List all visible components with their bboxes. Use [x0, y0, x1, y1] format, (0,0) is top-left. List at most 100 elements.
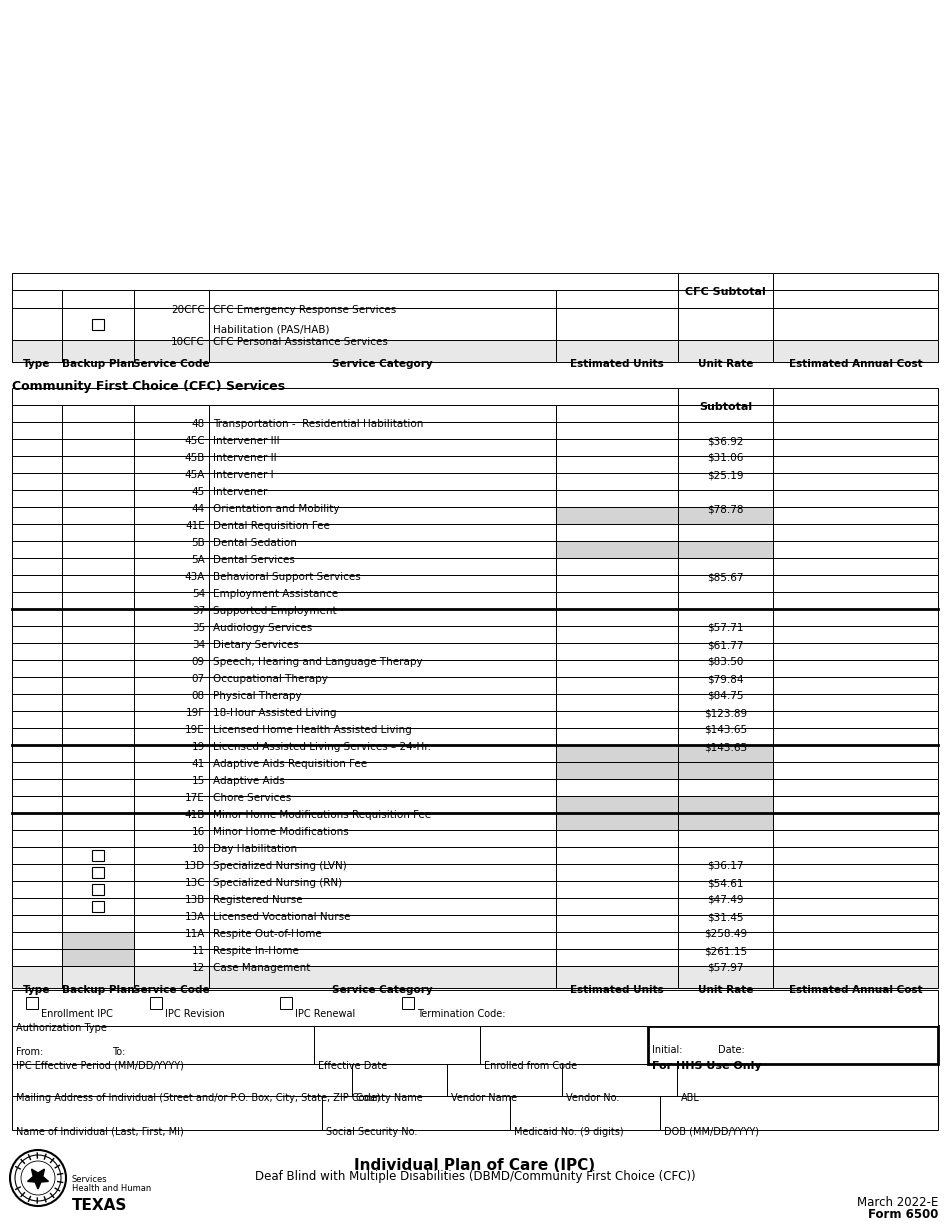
Text: 13D: 13D [183, 861, 205, 871]
Bar [12, 592, 62, 609]
Bar [556, 676, 678, 694]
Bar [62, 661, 134, 676]
Bar [209, 643, 556, 661]
Text: 44: 44 [192, 504, 205, 514]
Bar [773, 541, 938, 558]
Bar [556, 915, 678, 932]
Bar [12, 676, 62, 694]
Bar [556, 745, 678, 763]
Text: Deaf Blind with Multiple Disabilities (DBMD/Community First Choice (CFC)): Deaf Blind with Multiple Disabilities (D… [255, 1170, 695, 1183]
Text: Estimated Units: Estimated Units [570, 985, 664, 995]
Bar [134, 574, 209, 592]
Bar [678, 676, 773, 694]
Bar [209, 439, 556, 456]
Bar [134, 813, 209, 830]
Bar [773, 405, 938, 422]
Bar [402, 998, 414, 1009]
Bar [773, 813, 938, 830]
Bar [678, 273, 773, 290]
Bar [12, 507, 62, 524]
Bar [12, 796, 62, 813]
Text: $36.17: $36.17 [707, 861, 744, 871]
Bar [678, 339, 773, 362]
Text: DOB (MM/DD/YYYY): DOB (MM/DD/YYYY) [664, 1127, 759, 1137]
Bar [12, 1064, 352, 1096]
Text: 54: 54 [192, 589, 205, 599]
Text: Form 6500: Form 6500 [867, 1208, 938, 1221]
Text: $36.92: $36.92 [707, 435, 744, 446]
Bar [134, 439, 209, 456]
Bar [678, 474, 773, 490]
Bar [209, 898, 556, 915]
Bar [773, 422, 938, 439]
Bar [12, 694, 62, 711]
Text: ABL: ABL [681, 1093, 700, 1103]
Bar [678, 915, 773, 932]
Text: 10: 10 [192, 844, 205, 854]
Bar [678, 745, 773, 763]
Bar [12, 387, 678, 405]
Bar [556, 830, 678, 847]
Bar [134, 966, 209, 988]
Bar [678, 609, 773, 626]
Text: Audiology Services: Audiology Services [213, 624, 313, 633]
Bar [556, 490, 678, 507]
Bar [134, 745, 209, 763]
Bar [280, 998, 292, 1009]
Bar [556, 592, 678, 609]
Bar [12, 898, 62, 915]
Bar [773, 308, 938, 339]
Bar [134, 915, 209, 932]
Bar [556, 524, 678, 541]
Text: 07: 07 [192, 674, 205, 684]
Bar [134, 592, 209, 609]
Bar [134, 290, 209, 308]
Bar [12, 308, 62, 339]
Bar [678, 711, 773, 728]
Bar [12, 745, 62, 763]
Text: Day Habilitation: Day Habilitation [213, 844, 297, 854]
Text: Orientation and Mobility: Orientation and Mobility [213, 504, 339, 514]
Bar [209, 763, 556, 779]
Bar [556, 439, 678, 456]
Bar [773, 474, 938, 490]
Text: Respite Out-of-Home: Respite Out-of-Home [213, 929, 322, 938]
Bar [134, 339, 209, 362]
Text: Intervener III: Intervener III [213, 435, 279, 446]
Bar [62, 763, 134, 779]
Bar [12, 661, 62, 676]
Text: Employment Assistance: Employment Assistance [213, 589, 338, 599]
Bar [209, 405, 556, 422]
Bar [134, 950, 209, 966]
Bar [209, 456, 556, 474]
Bar [773, 609, 938, 626]
Bar [62, 932, 134, 950]
Bar [62, 308, 134, 339]
Text: Name of Individual (Last, First, MI): Name of Individual (Last, First, MI) [16, 1127, 183, 1137]
Bar [62, 966, 134, 988]
Bar [773, 439, 938, 456]
Bar [678, 507, 773, 524]
Text: $83.50: $83.50 [708, 657, 744, 667]
Bar [678, 524, 773, 541]
Bar [62, 626, 134, 643]
Bar [12, 422, 62, 439]
Text: $57.97: $57.97 [707, 963, 744, 973]
Bar [556, 763, 678, 779]
Bar [322, 1096, 510, 1130]
Bar [134, 490, 209, 507]
Bar [134, 830, 209, 847]
Text: 12: 12 [192, 963, 205, 973]
Bar [556, 728, 678, 745]
Bar [62, 676, 134, 694]
Text: CFC Personal Assistance Services: CFC Personal Assistance Services [213, 337, 388, 347]
Bar [678, 779, 773, 796]
Text: $85.67: $85.67 [707, 572, 744, 582]
Bar [678, 456, 773, 474]
Text: 37: 37 [192, 606, 205, 616]
Bar [62, 796, 134, 813]
Bar [556, 966, 678, 988]
Bar [62, 830, 134, 847]
Bar [678, 439, 773, 456]
Text: Intervener: Intervener [213, 487, 267, 497]
